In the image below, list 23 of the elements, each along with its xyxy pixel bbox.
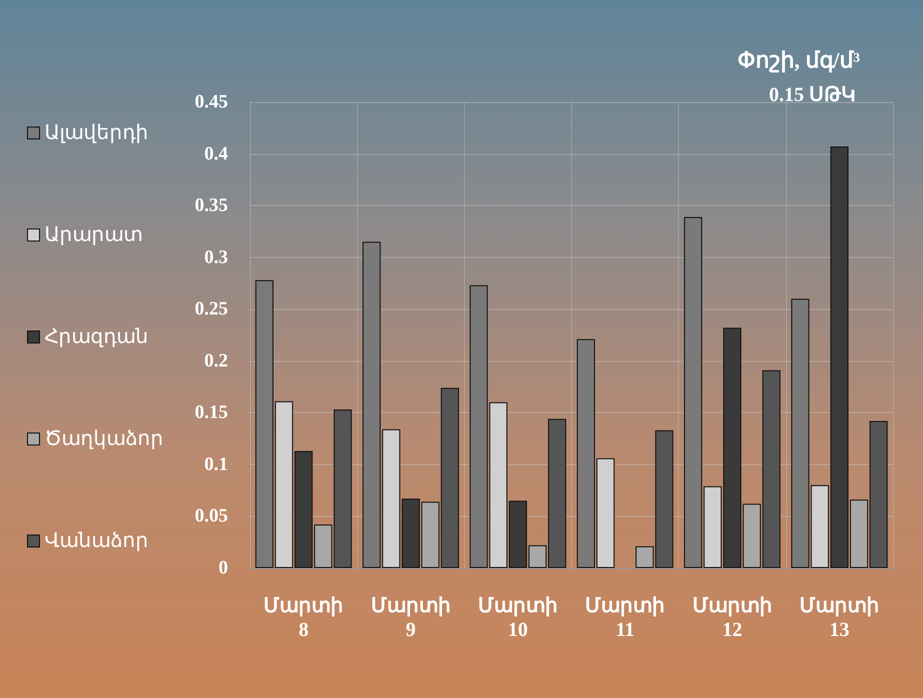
x-tick-label: Մարտի 8 — [264, 595, 344, 641]
chart-title: Փոշի, մգ/մ³ — [737, 48, 860, 72]
y-tick-label: 0.15 — [194, 402, 228, 424]
y-tick-label: 0.25 — [194, 298, 228, 320]
legend-label: Վանաձոր — [44, 530, 148, 552]
x-tick-label: Մարտի 9 — [370, 595, 451, 641]
legend-label: Ալավերդի — [44, 122, 148, 144]
x-tick-label: Մարտի 10 — [478, 595, 558, 641]
y-tick-label: 0 — [218, 558, 228, 578]
legend-label: Հրազդան — [44, 326, 148, 348]
y-tick-label: 0.35 — [194, 195, 228, 216]
y-tick-label: 0.1 — [204, 454, 228, 475]
x-tick-label: Մարտի 11 — [585, 595, 666, 641]
chart-subtitle: 0.15 ՍԹԿ — [769, 84, 856, 106]
x-tick-label: Մարտի 13 — [799, 595, 880, 641]
y-tick-label: 0.45 — [194, 92, 228, 112]
y-tick-label: 0.2 — [204, 350, 228, 372]
y-tick-label: 0.3 — [204, 246, 228, 268]
y-tick-label: 0.4 — [204, 143, 228, 164]
legend-label: Ծաղկաձոր — [44, 428, 164, 450]
legend-label: Արարատ — [44, 224, 142, 246]
y-tick-label: 0.05 — [194, 506, 228, 527]
x-tick-label: Մարտի 12 — [692, 595, 772, 641]
